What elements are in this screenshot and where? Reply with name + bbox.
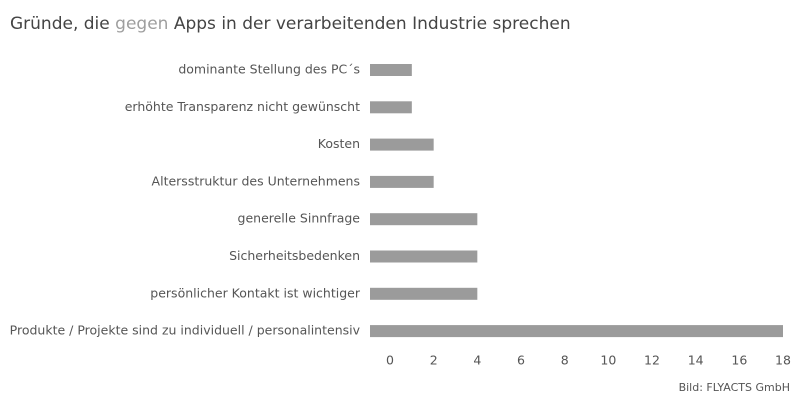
x-tick-label: 8: [561, 353, 569, 368]
x-tick-label: 12: [644, 353, 660, 368]
category-label: Produkte / Projekte sind zu individuell …: [10, 323, 361, 338]
category-label: Kosten: [318, 136, 360, 151]
title-part: Apps in der verarbeitenden Industrie spr…: [168, 14, 570, 34]
bar: [370, 101, 412, 114]
bar: [370, 175, 434, 188]
chart-title: Gründe, die gegen Apps in der verarbeite…: [10, 14, 571, 34]
bar: [370, 138, 434, 151]
x-tick-label: 10: [600, 353, 616, 368]
category-label: persönlicher Kontakt ist wichtiger: [150, 285, 361, 300]
category-label: Altersstruktur des Unternehmens: [152, 173, 360, 188]
bar: [370, 213, 478, 226]
source: Bild: FLYACTS GmbH: [679, 381, 790, 394]
bar: [370, 250, 478, 263]
x-tick-label: 0: [386, 353, 394, 368]
category-label: erhöhte Transparenz nicht gewünscht: [125, 99, 360, 114]
title-part: gegen: [115, 14, 168, 34]
bar: [370, 325, 783, 338]
bar: [370, 64, 412, 76]
x-tick-label: 16: [731, 353, 747, 368]
category-label: dominante Stellung des PC´s: [178, 62, 360, 77]
title-part: Gründe, die: [10, 14, 115, 34]
x-tick-label: 2: [430, 353, 438, 368]
category-label: Sicherheitsbedenken: [229, 248, 360, 263]
bar: [370, 287, 478, 300]
x-tick-label: 14: [688, 353, 704, 368]
x-tick-label: 6: [517, 353, 525, 368]
x-tick-label: 4: [473, 353, 481, 368]
category-label: generelle Sinnfrage: [238, 211, 361, 226]
x-tick-label: 18: [775, 353, 791, 368]
